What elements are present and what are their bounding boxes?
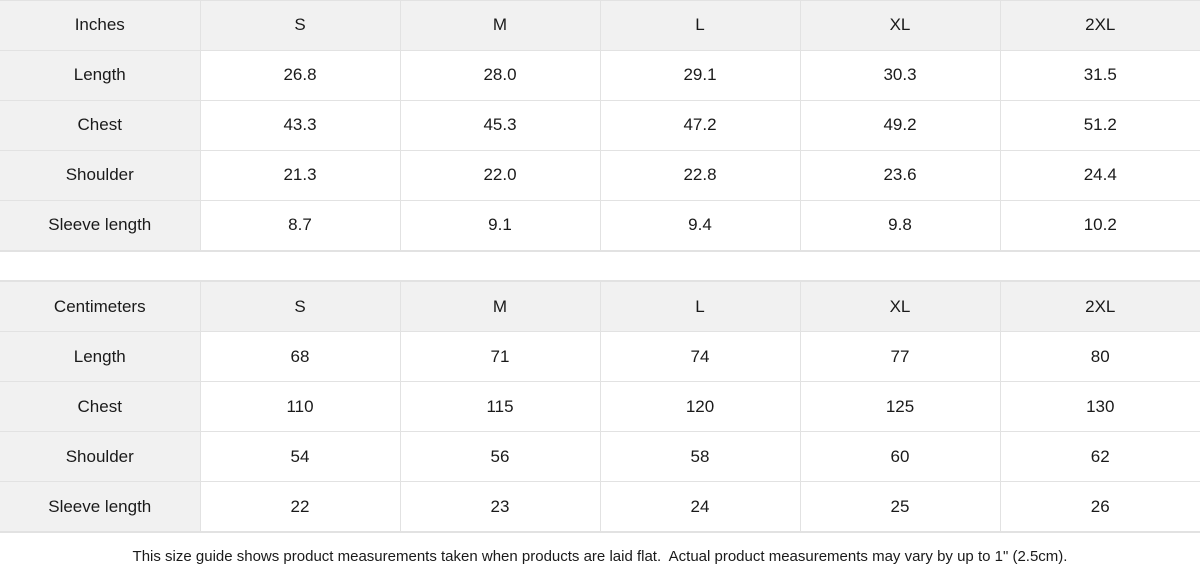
size-table-centimeters: Centimeters S M L XL 2XL Length 68 71 74…: [0, 281, 1200, 533]
cell-sleeve-l: 9.4: [599, 200, 800, 251]
table-row: Sleeve length 22 23 24 25 26: [0, 481, 1200, 533]
cell-shoulder-s: 54: [199, 431, 400, 483]
cell-sleeve-m: 9.1: [399, 200, 600, 251]
size-guide-disclaimer: This size guide shows product measuremen…: [0, 532, 1200, 580]
cell-chest-xl: 125: [799, 381, 1000, 433]
row-label-shoulder: Shoulder: [0, 431, 200, 483]
cell-chest-s: 43.3: [199, 100, 400, 151]
cell-length-2xl: 80: [999, 331, 1200, 383]
column-header-xl: XL: [799, 0, 1000, 51]
cell-length-xl: 30.3: [799, 50, 1000, 101]
size-table-inches: Inches S M L XL 2XL Length 26.8 28.0 29.…: [0, 0, 1200, 251]
table-header-row: Inches S M L XL 2XL: [0, 0, 1200, 51]
cell-chest-l: 47.2: [599, 100, 800, 151]
row-label-sleeve-length: Sleeve length: [0, 481, 200, 533]
column-header-l: L: [599, 0, 800, 51]
table-row: Length 26.8 28.0 29.1 30.3 31.5: [0, 50, 1200, 101]
cell-sleeve-2xl: 26: [999, 481, 1200, 533]
column-header-s: S: [199, 0, 400, 51]
column-header-xl: XL: [799, 281, 1000, 333]
column-header-m: M: [399, 0, 600, 51]
cell-shoulder-m: 56: [399, 431, 600, 483]
cell-chest-m: 45.3: [399, 100, 600, 151]
cell-shoulder-2xl: 24.4: [999, 150, 1200, 201]
cell-sleeve-xl: 25: [799, 481, 1000, 533]
cell-shoulder-xl: 60: [799, 431, 1000, 483]
cell-length-s: 26.8: [199, 50, 400, 101]
cell-chest-l: 120: [599, 381, 800, 433]
table-row: Chest 110 115 120 125 130: [0, 381, 1200, 433]
cell-shoulder-l: 58: [599, 431, 800, 483]
cell-shoulder-2xl: 62: [999, 431, 1200, 483]
cell-chest-2xl: 51.2: [999, 100, 1200, 151]
cell-sleeve-s: 8.7: [199, 200, 400, 251]
cell-shoulder-s: 21.3: [199, 150, 400, 201]
cell-length-2xl: 31.5: [999, 50, 1200, 101]
cell-shoulder-l: 22.8: [599, 150, 800, 201]
row-label-length: Length: [0, 331, 200, 383]
table-row: Shoulder 21.3 22.0 22.8 23.6 24.4: [0, 150, 1200, 201]
cell-sleeve-2xl: 10.2: [999, 200, 1200, 251]
cell-sleeve-m: 23: [399, 481, 600, 533]
row-label-length: Length: [0, 50, 200, 101]
table-row: Chest 43.3 45.3 47.2 49.2 51.2: [0, 100, 1200, 151]
table-header-row: Centimeters S M L XL 2XL: [0, 281, 1200, 333]
cell-length-s: 68: [199, 331, 400, 383]
cell-chest-2xl: 130: [999, 381, 1200, 433]
column-header-l: L: [599, 281, 800, 333]
table-row: Length 68 71 74 77 80: [0, 331, 1200, 383]
column-header-2xl: 2XL: [999, 281, 1200, 333]
cell-shoulder-m: 22.0: [399, 150, 600, 201]
cell-sleeve-s: 22: [199, 481, 400, 533]
row-label-chest: Chest: [0, 381, 200, 433]
table-row: Sleeve length 8.7 9.1 9.4 9.8 10.2: [0, 200, 1200, 251]
row-label-shoulder: Shoulder: [0, 150, 200, 201]
column-header-m: M: [399, 281, 600, 333]
column-header-s: S: [199, 281, 400, 333]
table-spacer: [0, 251, 1200, 282]
unit-label-centimeters: Centimeters: [0, 281, 200, 333]
table-row: Shoulder 54 56 58 60 62: [0, 431, 1200, 483]
cell-length-l: 29.1: [599, 50, 800, 101]
cell-sleeve-xl: 9.8: [799, 200, 1000, 251]
cell-shoulder-xl: 23.6: [799, 150, 1000, 201]
cell-length-xl: 77: [799, 331, 1000, 383]
unit-label-inches: Inches: [0, 0, 200, 51]
row-label-chest: Chest: [0, 100, 200, 151]
cell-length-m: 28.0: [399, 50, 600, 101]
cell-chest-m: 115: [399, 381, 600, 433]
cell-sleeve-l: 24: [599, 481, 800, 533]
cell-length-m: 71: [399, 331, 600, 383]
column-header-2xl: 2XL: [999, 0, 1200, 51]
row-label-sleeve-length: Sleeve length: [0, 200, 200, 251]
cell-chest-xl: 49.2: [799, 100, 1000, 151]
cell-length-l: 74: [599, 331, 800, 383]
cell-chest-s: 110: [199, 381, 400, 433]
